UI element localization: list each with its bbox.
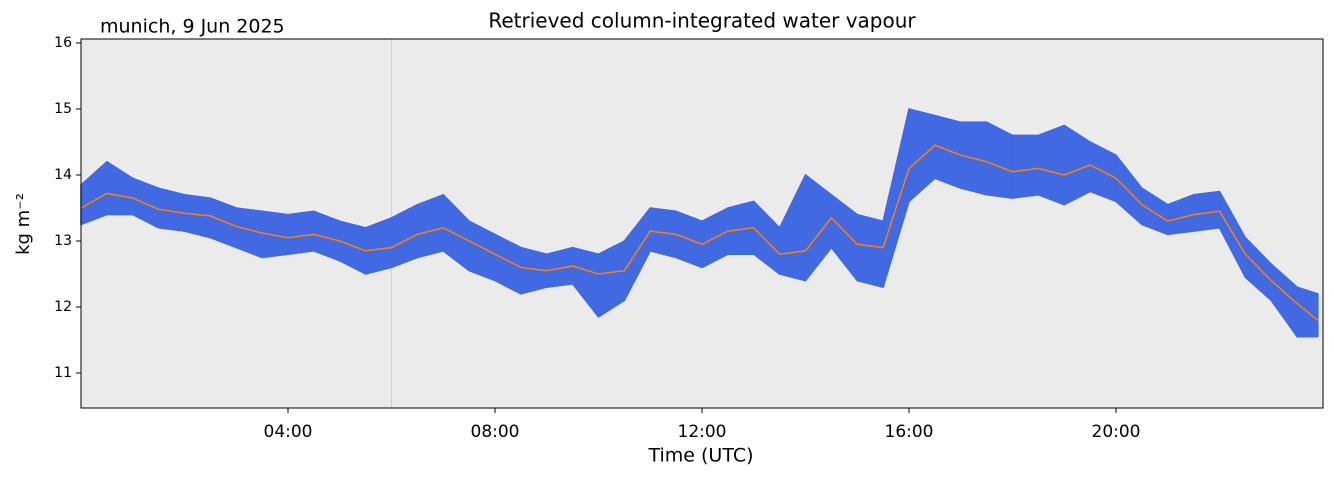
raw-band <box>1037 124 1065 206</box>
y-tick-label: 11 <box>54 365 72 381</box>
x-axis-label: Time (UTC) <box>647 445 753 467</box>
y-tick-label: 13 <box>54 233 72 249</box>
raw-band <box>985 121 1014 199</box>
smoothed-line <box>80 144 1319 321</box>
y-tick-label: 16 <box>54 35 72 51</box>
y-tick-label: 12 <box>54 299 72 315</box>
raw-band <box>856 213 884 288</box>
x-tick-label: 16:00 <box>885 422 934 442</box>
raw-band <box>287 210 315 255</box>
y-axis-label: kg m⁻² <box>13 193 34 255</box>
raw-band <box>1011 134 1040 199</box>
x-tick-label: 04:00 <box>264 422 313 442</box>
plot-frame <box>80 38 1324 409</box>
y-tick-label: 15 <box>54 101 72 117</box>
chart-title: Retrieved column-integrated water vapour <box>488 9 916 33</box>
x-tick-label: 12:00 <box>678 422 727 442</box>
x-tick-label: 20:00 <box>1092 422 1141 442</box>
annotation: munich, 9 Jun 2025 <box>100 16 285 38</box>
y-tick-label: 14 <box>54 167 72 183</box>
x-tick-label: 08:00 <box>471 422 520 442</box>
raw-band <box>934 114 962 189</box>
raw-band <box>416 194 444 259</box>
raw-band <box>364 217 393 275</box>
